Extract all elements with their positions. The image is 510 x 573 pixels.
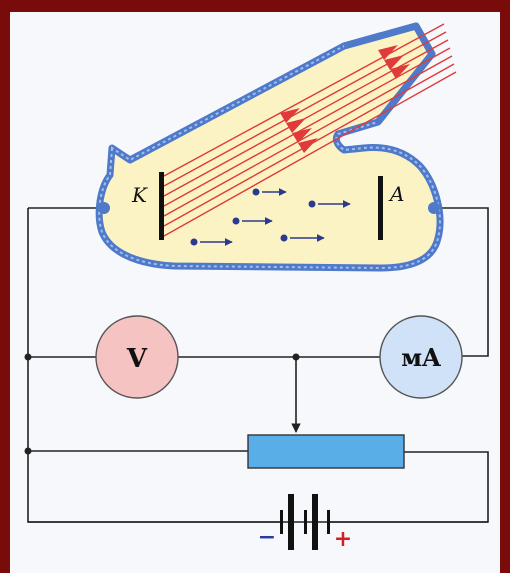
battery-negative-sign: − xyxy=(258,524,276,550)
cathode-label: K xyxy=(131,183,148,207)
rheostat xyxy=(248,435,404,468)
junction-node xyxy=(25,354,32,361)
voltmeter-label: V xyxy=(126,344,148,374)
photoelectric-circuit-diagram: K A V мA − + xyxy=(10,12,500,573)
milliammeter: мA xyxy=(380,316,462,398)
milliammeter-label: мA xyxy=(401,343,441,372)
anode-plate xyxy=(378,176,383,240)
junction-node xyxy=(25,448,32,455)
junction-node xyxy=(293,354,300,361)
cathode-plate xyxy=(159,172,164,240)
battery-plate xyxy=(288,494,294,550)
voltmeter: V xyxy=(96,316,178,398)
tube-seal-right xyxy=(428,202,440,214)
battery-plate xyxy=(327,510,330,534)
tube-seal-left xyxy=(98,202,110,214)
battery-plate xyxy=(304,510,307,534)
battery-plate xyxy=(312,494,318,550)
anode-label: A xyxy=(388,182,404,206)
diagram-canvas: K A V мA − + xyxy=(10,12,500,573)
battery-plate xyxy=(280,510,283,534)
battery-positive-sign: + xyxy=(334,526,352,552)
